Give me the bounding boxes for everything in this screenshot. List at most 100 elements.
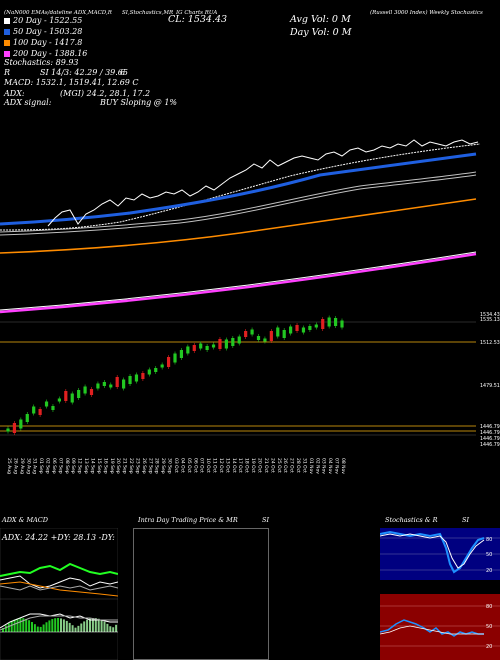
price-chart[interactable]: 1534.43 1535.13 1512.53 1479.51 1446.79 … — [0, 120, 500, 520]
candle[interactable] — [333, 318, 338, 326]
candle[interactable] — [218, 339, 222, 349]
candle[interactable] — [160, 364, 164, 368]
candle[interactable] — [89, 389, 94, 395]
macd-bar — [28, 620, 31, 632]
candle[interactable] — [141, 373, 145, 379]
adx-macd-panel[interactable]: ADX: 24.22 +DY: 28.13 -DY: 17.16 — [0, 528, 118, 660]
candle[interactable] — [231, 338, 235, 346]
stoch-panel-title: Stochastics & R — [385, 516, 438, 524]
candle[interactable] — [340, 320, 344, 328]
stoch-label-20: 20 — [486, 568, 492, 574]
macd-bar — [77, 625, 80, 632]
candle[interactable] — [321, 319, 325, 329]
candle[interactable] — [12, 423, 17, 433]
macd-bar — [7, 623, 10, 632]
macd-bar — [10, 621, 13, 632]
candle[interactable] — [224, 339, 228, 349]
macd-bar — [83, 621, 86, 632]
rsi-label-80: 80 — [486, 604, 492, 610]
adx-line-green — [0, 562, 118, 577]
candle[interactable] — [96, 383, 100, 389]
candle[interactable] — [115, 377, 119, 387]
date-label: 27 Sep — [147, 458, 153, 474]
candle[interactable] — [128, 376, 132, 384]
candle[interactable] — [205, 346, 209, 350]
candle[interactable] — [301, 327, 306, 333]
candle[interactable] — [166, 357, 171, 367]
date-label: 08 Sep — [64, 458, 70, 474]
date-label: 29 Sep — [160, 458, 166, 474]
candle[interactable] — [38, 409, 42, 415]
candle[interactable] — [179, 350, 184, 358]
candle[interactable] — [250, 329, 254, 335]
candle[interactable] — [237, 336, 241, 344]
candle[interactable] — [199, 343, 203, 349]
candle[interactable] — [276, 327, 280, 337]
candle[interactable] — [64, 391, 68, 401]
candle[interactable] — [102, 382, 106, 386]
macd-bar — [42, 624, 45, 632]
candle[interactable] — [256, 336, 261, 340]
candle[interactable] — [57, 398, 61, 402]
date-label: 19 Sep — [109, 458, 115, 474]
date-label: 01 Nov — [308, 458, 314, 474]
macd-bar — [39, 626, 42, 632]
adx-signal-label: ADX signal: — [4, 98, 52, 107]
candle[interactable] — [109, 384, 113, 388]
stochastics-readout: Stochastics: 89.93 — [4, 58, 79, 67]
macd-bar — [62, 619, 65, 632]
candle[interactable] — [134, 374, 139, 382]
date-label: 07 Oct — [199, 458, 205, 473]
candle[interactable] — [25, 414, 29, 422]
price-label-3: 1512.53 — [480, 340, 500, 346]
avg-volume: Avg Vol: 0 M — [290, 14, 351, 25]
candle[interactable] — [289, 326, 293, 334]
candle[interactable] — [295, 325, 299, 331]
macd-bar — [19, 618, 22, 632]
macd-bar — [57, 618, 60, 632]
candle[interactable] — [44, 401, 49, 407]
stoch-rsi-panel[interactable]: 80 50 20 80 50 20 — [380, 528, 500, 660]
candle[interactable] — [173, 353, 177, 363]
candle[interactable] — [244, 331, 248, 337]
candle[interactable] — [51, 406, 55, 410]
intra-panel-title: Intra Day Trading Price & MR — [138, 516, 238, 524]
candle[interactable] — [314, 324, 318, 328]
candle[interactable] — [211, 344, 216, 348]
candle[interactable] — [327, 317, 331, 327]
macd-bar — [68, 622, 71, 632]
rsi-label-20: 20 — [486, 644, 492, 650]
price-label-4: 1479.51 — [480, 383, 500, 389]
macd-bar — [13, 619, 16, 632]
candle[interactable] — [6, 428, 10, 432]
candle[interactable] — [186, 346, 190, 354]
date-label: 06 Oct — [192, 458, 198, 473]
candle[interactable] — [77, 390, 81, 398]
candle[interactable] — [308, 326, 312, 330]
date-label: 16 Sep — [102, 458, 108, 474]
date-label: 14 Oct — [231, 458, 237, 473]
date-label: 10 Oct — [205, 458, 211, 473]
candle[interactable] — [269, 331, 273, 341]
candle[interactable] — [32, 406, 36, 414]
macd-bar — [48, 620, 51, 632]
ema-50-swatch — [4, 29, 10, 35]
candle[interactable] — [122, 379, 126, 389]
candle[interactable] — [192, 345, 196, 351]
rsi-extra: 6 — [120, 68, 126, 77]
candle[interactable] — [154, 368, 158, 372]
candle[interactable] — [19, 419, 23, 429]
candle[interactable] — [83, 386, 87, 394]
candle[interactable] — [147, 369, 151, 375]
ema-100-line — [0, 171, 477, 233]
date-label: 01 Sep — [38, 458, 44, 474]
candle[interactable] — [263, 338, 267, 342]
stoch-k-line — [380, 530, 485, 574]
date-label: 04 Nov — [327, 458, 333, 474]
date-label: 04 Oct — [179, 458, 185, 473]
intraday-panel[interactable] — [133, 528, 269, 660]
macd-bar — [97, 618, 100, 632]
candle[interactable] — [70, 393, 74, 403]
candle[interactable] — [282, 330, 286, 338]
date-label: 09 Sep — [70, 458, 76, 474]
